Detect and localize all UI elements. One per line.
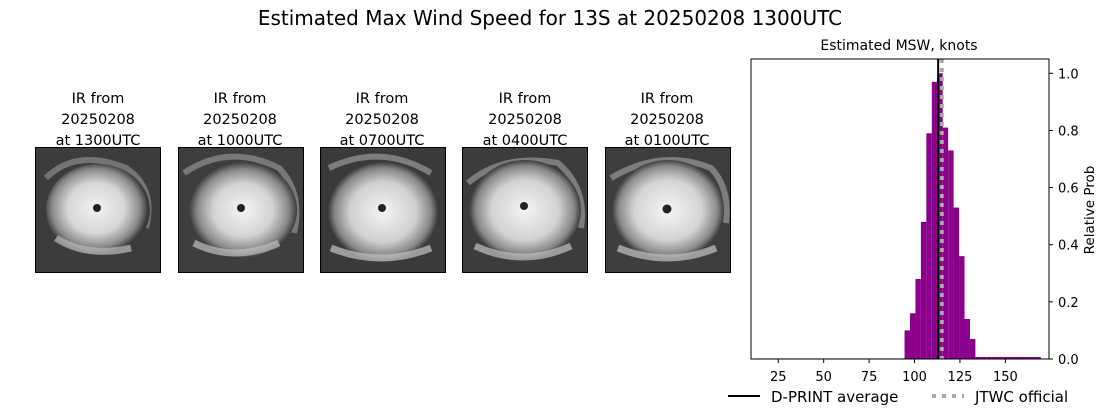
y-tick-label: 0.2 — [1058, 296, 1079, 311]
ir-satellite-image — [462, 147, 588, 273]
ir-satellite-image — [320, 147, 446, 273]
histogram-bar — [915, 279, 921, 359]
x-tick-label: 25 — [770, 370, 787, 385]
histogram-bar — [975, 357, 981, 359]
histogram-bar — [953, 207, 960, 359]
histogram-bar — [926, 133, 932, 359]
histogram-bar — [1029, 357, 1036, 359]
histogram-bar — [920, 221, 927, 359]
legend: D-PRINT average JTWC official — [728, 388, 1068, 406]
ir-panel-title: IR from 20250208 at 0100UTC — [624, 91, 710, 149]
legend-label-dprint: D-PRINT average — [771, 388, 898, 406]
histogram-bar — [937, 73, 943, 360]
y-tick-label: 0.4 — [1058, 239, 1079, 254]
histogram-bar — [1035, 357, 1041, 359]
histogram-bar — [948, 150, 954, 359]
chart-title: Estimated MSW, knots — [820, 38, 977, 54]
y-tick-label: 0.6 — [1058, 182, 1079, 197]
x-tick-label: 75 — [861, 370, 878, 385]
x-tick-label: 50 — [815, 370, 832, 385]
histogram-bar — [909, 313, 916, 359]
y-tick-label: 1.0 — [1058, 67, 1079, 82]
histogram-bar — [1013, 357, 1020, 359]
histogram-bar — [904, 330, 910, 359]
x-tick-label: 150 — [993, 370, 1018, 385]
histogram-bar — [991, 357, 998, 359]
y-axis-label: Relative Prob — [1082, 166, 1098, 255]
x-tick-label: 125 — [948, 370, 973, 385]
ir-panel-title: IR from 20250208 at 1300UTC — [55, 91, 141, 149]
ir-panel-title: IR from 20250208 at 0400UTC — [482, 91, 568, 149]
histogram-bar — [931, 81, 938, 359]
histogram-bar — [959, 256, 965, 359]
histogram-bar — [1008, 357, 1014, 359]
histogram-bar — [1019, 357, 1025, 359]
reference-lines — [937, 59, 944, 359]
histogram-bar — [986, 357, 992, 359]
ir-satellite-image — [178, 147, 304, 273]
histogram-bar — [1002, 357, 1009, 359]
histogram-bar — [969, 339, 976, 359]
x-axis: 25 50 75 100 125 150 — [770, 359, 1018, 385]
legend-label-jtwc: JTWC official — [974, 388, 1068, 406]
ir-satellite-image — [605, 147, 731, 273]
histogram-bar — [964, 319, 970, 359]
y-tick-label: 0.8 — [1058, 124, 1079, 139]
x-tick-label: 100 — [902, 370, 927, 385]
histogram-bar — [942, 127, 949, 359]
ir-satellite-image — [35, 147, 161, 273]
y-axis: 0.0 0.2 0.4 0.6 0.8 1.0 — [1049, 67, 1079, 368]
ir-panel-title: IR from 20250208 at 0700UTC — [339, 91, 425, 149]
histogram-bar — [980, 357, 987, 359]
ir-panel-title: IR from 20250208 at 1000UTC — [197, 91, 283, 149]
histogram-bar — [1024, 357, 1030, 359]
plot-frame — [750, 58, 1050, 360]
histogram-bars — [757, 73, 1041, 360]
suptitle: Estimated Max Wind Speed for 13S at 2025… — [257, 6, 843, 30]
histogram-bar — [997, 357, 1003, 359]
y-tick-label: 0.0 — [1058, 353, 1079, 368]
